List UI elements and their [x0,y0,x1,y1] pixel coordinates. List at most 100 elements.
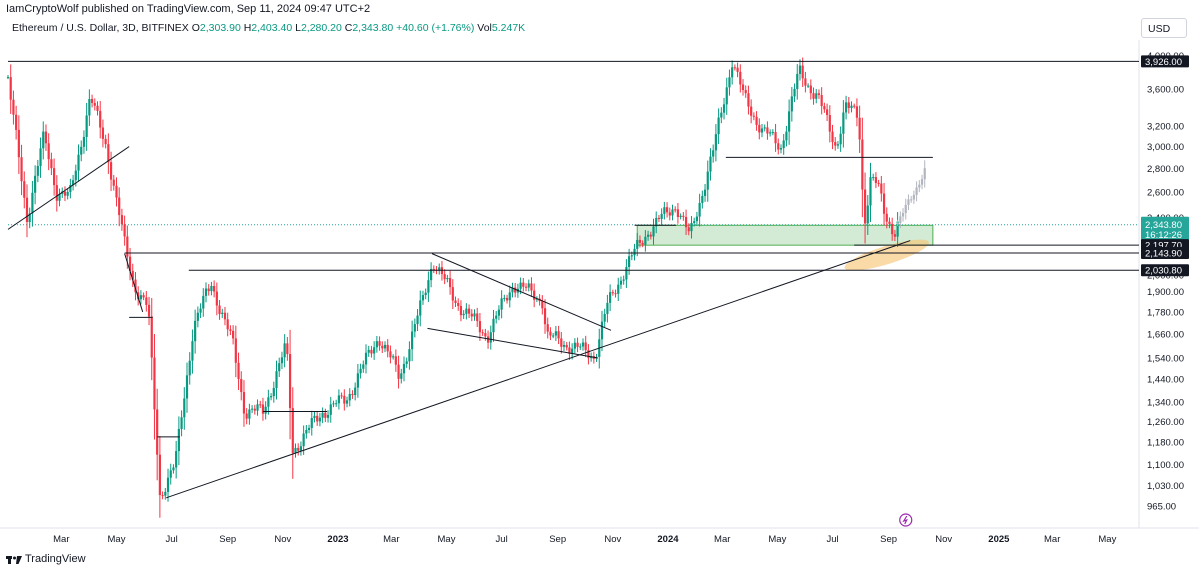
candle-body [55,185,58,201]
candle-body [850,105,853,109]
candle-body [823,106,826,110]
candle-body [739,71,742,85]
brand-name: TradingView [25,553,86,565]
trendline [124,253,144,313]
candle-body [375,341,378,348]
candle-body [788,111,791,132]
candle-body [858,117,861,140]
candle-body [641,242,644,245]
candle-body [438,267,441,271]
candle-body [71,180,75,185]
x-tick-label: Mar [1044,534,1060,545]
candle-body [36,165,39,176]
candle-body [12,99,15,115]
y-tick-label: 1,180.00 [1147,438,1184,449]
candle-body [261,404,265,414]
candle-body [617,284,620,294]
highlight-ellipse [844,239,929,271]
y-tick-label: 3,600.00 [1147,84,1184,95]
candle-body [671,209,674,216]
candle-body [451,287,454,301]
symbol-title[interactable]: Ethereum / U.S. Dollar, 3D, BITFINEX [12,22,189,34]
candle-body [817,93,821,95]
candle-body [535,298,538,300]
price-level-label: 2,143.90 [1145,249,1182,260]
candle-body [185,375,189,399]
candle-body [340,395,343,397]
candle-body [679,215,682,217]
candle-body [156,409,159,455]
countdown-label: 16:12:26 [1145,230,1182,241]
candle-body [288,354,292,409]
candle-body [880,183,883,194]
candle-body [733,67,736,69]
candle-body [207,288,210,292]
candle-body [283,343,286,358]
candle-body [831,131,834,143]
candle-body [462,313,465,316]
x-tick-label: Jul [166,534,178,545]
candle-body [877,182,880,184]
x-tick-label: Mar [53,534,69,545]
candle-body [278,363,281,372]
candle-body [744,90,747,94]
volume-label: Vol [477,22,492,34]
candle-body [128,256,132,271]
candle-body [565,344,568,348]
candle-body [796,73,799,89]
candle-body [836,144,840,146]
candle-body [687,227,690,232]
candle-body [101,127,105,139]
candle-body [28,213,31,223]
candle-body [872,177,875,179]
y-tick-label: 1,260.00 [1147,417,1184,428]
candle-body [158,454,161,496]
candle-body [351,393,354,396]
candle-body [402,363,406,374]
candle-body [896,221,899,237]
projection-body [901,213,905,217]
candle-body [264,406,267,414]
candle-body [234,338,237,363]
candle-body [527,283,530,288]
candle-body [53,168,56,186]
currency-button[interactable]: USD [1141,18,1187,38]
candle-body [619,280,623,285]
candle-body [58,193,61,201]
candle-body [120,215,124,225]
y-tick-label: 2,600.00 [1147,187,1184,198]
candle-body [242,392,246,414]
candle-body [793,88,796,97]
candle-body [777,143,780,150]
candle-body [66,191,69,196]
candle-body [508,292,511,301]
candle-body [188,360,191,376]
candle-body [405,361,408,364]
candle-body [888,221,891,224]
support-zone [636,224,934,246]
candle-body [324,412,327,418]
candle-body [844,102,848,113]
price-level-label: 2,030.80 [1145,266,1182,277]
candle-body [432,268,435,270]
candle-body [123,224,126,237]
x-tick-label: May [768,534,786,545]
candle-body [646,234,650,237]
candle-body [722,104,726,113]
candle-body [359,368,362,374]
candle-body [573,342,576,349]
price-level-tag [1141,264,1189,277]
candle-body [584,342,587,351]
candle-body [202,295,205,309]
x-tick-label: Jul [496,534,508,545]
candle-body [302,433,305,447]
high-value: 2,403.40 [251,22,293,34]
candle-body [419,300,422,316]
candle-body [177,428,180,452]
candle-body [6,77,10,79]
candle-body [430,268,433,281]
candle-body [164,491,167,496]
candle-body [172,467,175,471]
candle-body [161,495,164,497]
